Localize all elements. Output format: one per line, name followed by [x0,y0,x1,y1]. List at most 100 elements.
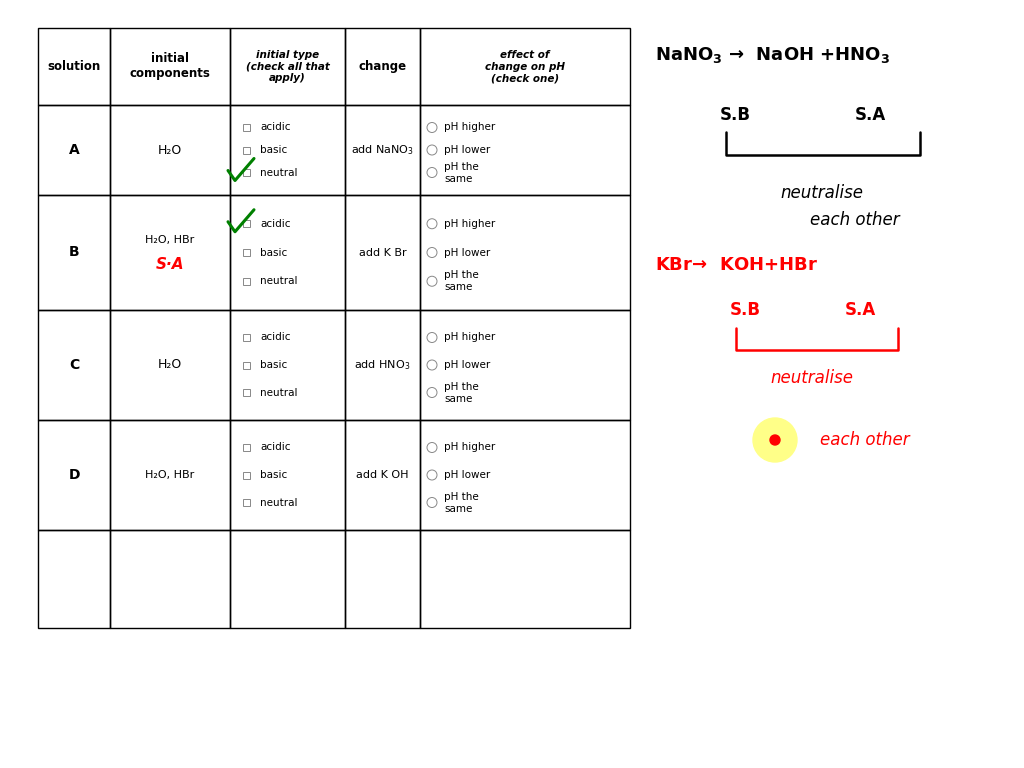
Text: H₂O, HBr: H₂O, HBr [145,470,195,480]
Bar [38,310,110,420]
Text: acidic: acidic [260,333,291,343]
Bar [243,249,250,256]
Bar [243,499,250,506]
Bar [38,28,110,105]
Text: each other: each other [820,431,909,449]
Text: A: A [69,143,80,157]
Bar [243,147,250,154]
Text: pH higher: pH higher [444,442,496,452]
Text: basic: basic [260,247,288,257]
Bar [345,530,420,628]
Text: B: B [69,246,79,260]
Bar [243,334,250,341]
Text: NaN$\mathregular{O_3}$ →  NaOH +HN$\mathregular{O_3}$: NaN$\mathregular{O_3}$ → NaOH +HN$\mathr… [655,45,890,65]
Text: H₂O: H₂O [158,359,182,372]
Text: pH higher: pH higher [444,333,496,343]
Bar [110,310,230,420]
Text: S.B: S.B [730,301,761,319]
Text: H₂O: H₂O [158,144,182,157]
Text: S.B: S.B [720,106,751,124]
Text: same: same [444,393,472,403]
Bar [230,310,345,420]
Bar [345,310,420,420]
Text: D: D [69,468,80,482]
Text: add K Br: add K Br [358,247,407,257]
Text: same: same [444,504,472,514]
Text: pH lower: pH lower [444,247,490,257]
Text: neutral: neutral [260,388,298,398]
Text: neutralise: neutralise [770,369,853,387]
Bar [230,28,345,105]
Bar [420,530,630,628]
Bar [243,389,250,396]
Text: effect of
change on pH
(check one): effect of change on pH (check one) [485,50,565,83]
Text: pH the: pH the [444,382,479,392]
Bar [243,124,250,131]
Bar [110,420,230,530]
Text: pH the: pH the [444,161,479,171]
Bar [243,472,250,478]
Text: pH lower: pH lower [444,360,490,370]
Bar [110,105,230,195]
Bar [38,195,110,310]
Text: basic: basic [260,145,288,155]
Text: pH the: pH the [444,270,479,280]
Text: add K OH: add K OH [356,470,409,480]
Text: neutral: neutral [260,498,298,508]
Bar [243,220,250,227]
Text: each other: each other [810,211,900,229]
Bar [230,530,345,628]
Text: basic: basic [260,470,288,480]
Text: pH higher: pH higher [444,123,496,133]
Bar [230,105,345,195]
Text: neutral: neutral [260,167,298,177]
Text: pH lower: pH lower [444,145,490,155]
Bar [345,420,420,530]
Text: S.A: S.A [845,301,877,319]
Text: change: change [358,60,407,73]
Bar [345,28,420,105]
Text: add NaNO$_3$: add NaNO$_3$ [351,143,414,157]
Text: same: same [444,174,472,184]
Bar [110,195,230,310]
Bar [38,420,110,530]
Bar [420,310,630,420]
Text: S.A: S.A [855,106,886,124]
Bar [345,105,420,195]
Bar [420,105,630,195]
Text: initial type
(check all that
apply): initial type (check all that apply) [246,50,330,83]
Circle shape [753,418,797,462]
Text: solution: solution [47,60,100,73]
Text: add HNO$_3$: add HNO$_3$ [354,358,411,372]
Bar [230,195,345,310]
Bar [420,28,630,105]
Text: pH higher: pH higher [444,219,496,229]
Text: neutral: neutral [260,276,298,286]
Bar [345,195,420,310]
Bar [243,444,250,451]
Bar [38,530,110,628]
Text: initial
components: initial components [130,52,211,81]
Text: KBr→  KOH+H$\mathregular{Br}$: KBr→ KOH+H$\mathregular{Br}$ [655,256,818,274]
Text: acidic: acidic [260,219,291,229]
Bar [38,105,110,195]
Bar [110,28,230,105]
Text: same: same [444,283,472,293]
Text: S·A: S·A [156,257,184,272]
Text: H₂O, HBr: H₂O, HBr [145,236,195,246]
Bar [230,420,345,530]
Circle shape [770,435,780,445]
Text: acidic: acidic [260,442,291,452]
Bar [243,278,250,285]
Text: basic: basic [260,360,288,370]
Bar [420,420,630,530]
Bar [243,169,250,176]
Text: neutralise: neutralise [780,184,863,202]
Bar [243,362,250,369]
Text: C: C [69,358,79,372]
Text: acidic: acidic [260,123,291,133]
Bar [420,195,630,310]
Text: pH the: pH the [444,492,479,502]
Text: pH lower: pH lower [444,470,490,480]
Bar [110,530,230,628]
